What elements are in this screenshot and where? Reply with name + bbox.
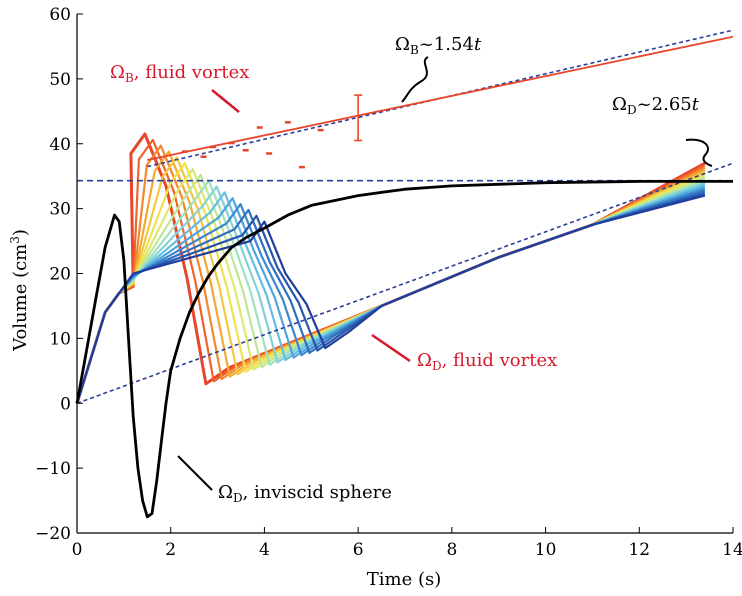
leader-omega-d-fit [685,138,713,167]
x-tick-label: 10 [535,540,557,560]
annotation-omega-b-fluid-symbol: Ω [110,62,125,83]
omega-b-linear-line [147,35,734,161]
x-tick-label: 0 [72,540,83,560]
fluid-vortex-curves [75,132,706,404]
y-tick-label: 50 [49,70,71,90]
annotation-omega-d-fluid-sub: D [432,359,442,373]
x-tick-label: 4 [259,540,270,560]
leader-omega-b-fit [401,56,429,103]
x-axis-label: Time (s) [367,569,442,590]
annotation-omega-d-fit-symbol: Ω [612,94,627,115]
annotation-omega-b-fit-sub: B [410,43,419,57]
omega-d-fit-dashed-line [76,162,734,405]
y-tick-label: 0 [60,394,71,414]
annotation-omega-b-fit-var: t [474,34,482,55]
inviscid-sphere-line [75,179,733,519]
annotation-omega-b-fluid: ΩB, fluid vortex [110,62,249,85]
sphere-layer [75,179,733,519]
annotation-omega-d-fit-var: t [692,94,700,115]
annotation-omega-d-sphere-text: , inviscid sphere [243,482,392,503]
annotation-omega-b-fit: ΩB~1.54t [395,34,482,57]
annotation-omega-d-fit-sub: D [627,103,637,117]
x-tick-label: 8 [446,540,457,560]
y-tick-label: −20 [35,524,71,544]
x-tick-label: 14 [722,540,742,560]
annotation-omega-d-sphere-sub: D [233,491,243,505]
axes: 0 2 4 6 8 10 12 14 −20 −10 0 10 20 30 40 50 60 [35,5,742,560]
fit-lines [76,29,734,405]
y-axis-label-tail: ) [10,229,31,236]
fluid-vortex-series-line [75,194,706,404]
leader-omega-d-sphere [177,455,213,491]
annotation-omega-b-fluid-text: , fluid vortex [134,62,250,83]
y-tick-label: 40 [49,135,71,155]
y-tick-label: 60 [49,5,71,25]
annotation-omega-d-sphere-symbol: Ω [218,482,233,503]
y-axis-label: Volume (cm3) [8,229,31,352]
fluid-vortex-series-line [75,138,706,404]
y-tick-label: 10 [49,329,71,349]
x-tick-label: 6 [353,540,364,560]
annotation-omega-b-fit-symbol: Ω [395,34,410,55]
leader-omega-b-fluid [211,89,240,113]
annotation-omega-b-fit-text: ~1.54 [419,34,474,55]
omega-b-fit-dashed-line [147,29,734,168]
leader-omega-d-fluid [371,333,411,363]
annotation-omega-d-fluid-text: , fluid vortex [442,350,558,371]
y-axis-label-sup: 3 [8,236,22,244]
annotation-omega-d-fit: ΩD~2.65t [612,94,700,117]
annotation-omega-d-fluid: ΩD, fluid vortex [417,350,557,373]
annotation-omega-b-fluid-sub: B [125,71,134,85]
x-tick-label: 12 [628,540,650,560]
scatter-layer [181,121,324,169]
y-tick-label: 30 [49,200,71,220]
x-tick-label: 2 [165,540,176,560]
y-tick-label: −10 [35,459,71,479]
y-axis-label-main: Volume (cm [10,244,31,352]
annotation-omega-d-fluid-symbol: Ω [417,350,432,371]
annotation-omega-d-fit-text: ~2.65 [637,94,692,115]
fluid-vortex-series-line [75,132,706,404]
annotation-omega-d-sphere: ΩD, inviscid sphere [218,482,392,505]
y-tick-label: 20 [49,265,71,285]
